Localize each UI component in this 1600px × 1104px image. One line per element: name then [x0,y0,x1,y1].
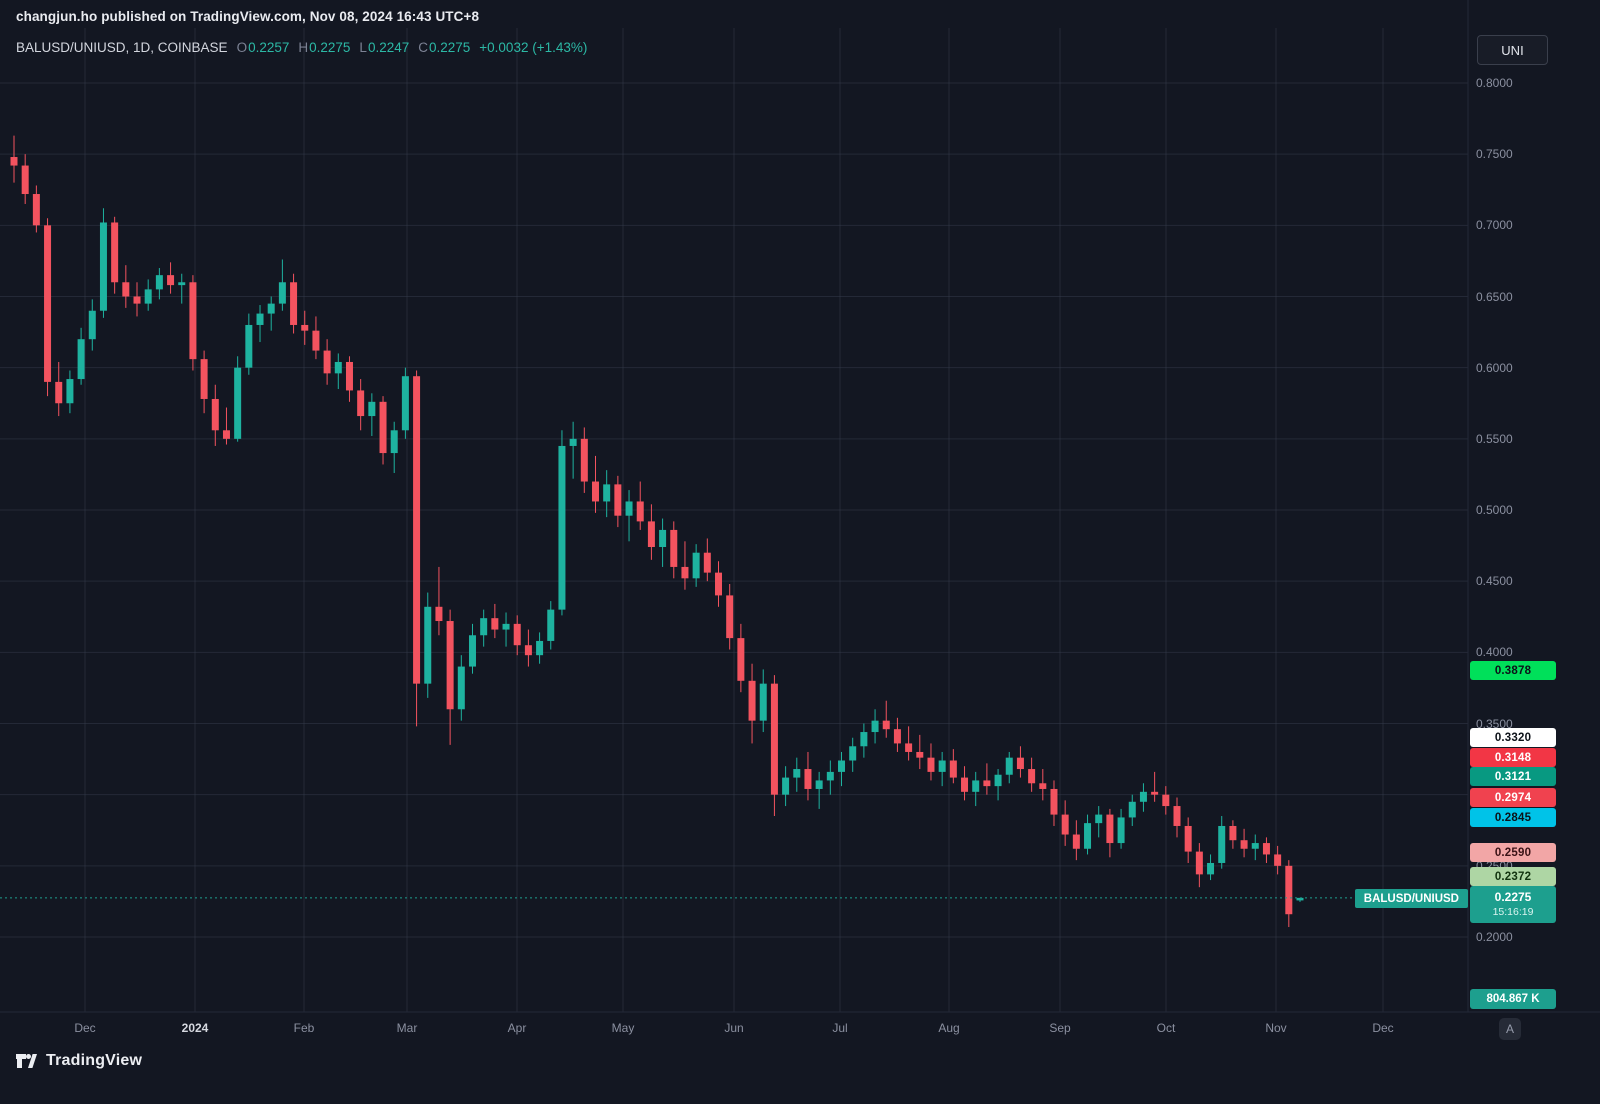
price-axis-label: 0.4000 [1476,645,1513,660]
time-axis-label: Nov [1265,1021,1287,1035]
price-axis-label: 0.6000 [1476,360,1513,375]
price-level-badge: 0.2845 [1470,808,1556,827]
price-level-badge: 0.3320 [1470,728,1556,747]
symbol-title[interactable]: BALUSD/UNIUSD, 1D, COINBASE [16,40,228,55]
time-axis-label: Aug [938,1021,960,1035]
change-value: +0.0032 (+1.43%) [479,40,588,55]
auto-scale-button[interactable]: A [1499,1018,1521,1040]
price-level-badge: 0.3878 [1470,661,1556,680]
price-axis-label: 0.8000 [1476,76,1513,90]
current-price-symbol-label: BALUSD/UNIUSD [1354,889,1468,908]
price-level-badge: 0.3121 [1470,767,1556,786]
price-axis-label: 0.7000 [1476,218,1513,233]
price-axis-label: 0.4500 [1476,574,1513,589]
time-axis-label: Feb [293,1021,315,1035]
bar-countdown: 15:16:19 [1492,905,1534,918]
price-axis-label: 0.6500 [1476,289,1513,304]
time-axis-label: Oct [1156,1021,1176,1035]
open-quote: O 0.2257 [236,40,290,55]
price-axis-label: 0.5500 [1476,431,1513,446]
publish-info: changjun.ho published on TradingView.com… [16,9,480,24]
currency-unit-button[interactable]: UNI [1477,35,1548,65]
current-price-value: 0.2275 [1494,889,1532,904]
close-quote: C 0.2275 [418,40,471,55]
time-axis-label: Mar [396,1021,418,1035]
high-quote: H 0.2275 [298,40,351,55]
price-level-badge: 0.2974 [1470,788,1556,807]
time-axis-label: Apr [507,1021,527,1035]
price-axis-label: 0.5000 [1476,503,1513,517]
time-axis-label: Dec [74,1021,96,1035]
time-axis-label: Jun [724,1021,744,1035]
price-level-badge: 0.3148 [1470,748,1556,767]
price-level-badge: 0.2372 [1470,867,1556,886]
price-axis-label: 0.2000 [1476,930,1513,944]
price-axis-label: 0.3500 [1476,716,1513,731]
watermark-text: TradingView [46,1052,143,1069]
time-axis-label: 2024 [181,1021,209,1035]
tradingview-watermark[interactable]: TradingView [14,1049,142,1073]
tradingview-logo-icon [14,1049,38,1073]
time-axis-label: Sep [1049,1021,1071,1035]
time-axis-label: Jul [832,1021,848,1035]
time-axis-label: May [611,1021,635,1035]
volume-badge: 804.867 K [1470,989,1556,1009]
low-quote: L 0.2247 [359,40,410,55]
symbol-bar: BALUSD/UNIUSD, 1D, COINBASE O 0.2257 H 0… [16,40,587,55]
current-price-badge: 0.2275 15:16:19 [1470,886,1556,923]
time-axis-label: Dec [1372,1021,1394,1035]
price-level-badge: 0.2590 [1470,843,1556,862]
price-axis-label: 0.7500 [1476,147,1513,162]
